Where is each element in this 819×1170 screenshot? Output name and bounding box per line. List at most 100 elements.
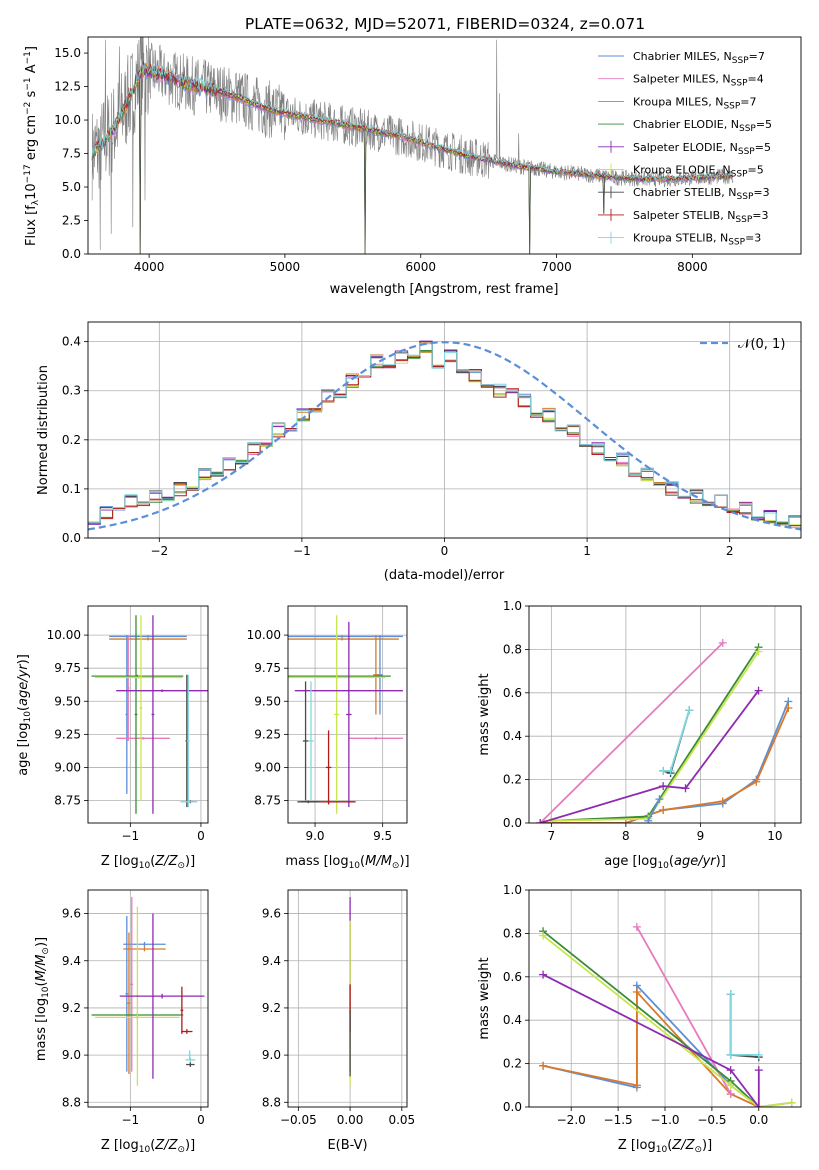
y-axis-label: mass weight — [477, 957, 492, 1039]
model-spectrum-c_STELIB — [91, 61, 733, 254]
x-tick-label: −0.5 — [697, 1113, 726, 1127]
normal-curve — [88, 341, 801, 531]
legend-label: Kroupa STELIB, NSSP=3 — [633, 232, 761, 248]
panel-age_vs_mass: 9.0 9.5 8.75 9.00 9.25 9.50 9.75 10.00 mass [log… — [247, 605, 410, 871]
plot-area — [349, 897, 351, 1086]
plot-area — [88, 340, 801, 531]
y-tick-label: 8.75 — [54, 794, 81, 808]
y-tick-label: 0.6 — [503, 686, 522, 700]
x-tick-label: 0 — [441, 544, 449, 558]
y-tick-label: 8.8 — [62, 1095, 81, 1109]
y-tick-label: 9.00 — [254, 760, 281, 774]
weight-line-k_MILES — [542, 989, 760, 1107]
weight-line-s_ELODIE — [542, 973, 760, 1107]
x-axis-label: Z [log10(Z/Z⊙)] — [101, 1138, 195, 1155]
weight-line-c_MILES — [647, 798, 661, 822]
weight-line-c_MILES — [542, 983, 792, 1107]
y-tick-label: 5.0 — [62, 180, 81, 194]
x-tick-label: −1 — [122, 829, 140, 843]
plot-area — [91, 615, 208, 814]
x-tick-label: −1.0 — [650, 1113, 679, 1127]
panel-weight_vs_Z: −2.0 −1.5 −1.0 −0.5 0.0 0.0 0.2 0.4 0.6 0.8 1.0 Z [… — [477, 883, 802, 1155]
panel-age_vs_Z: −1 0 8.75 9.00 9.25 9.50 9.75 10.00 Z [log10(Z/Z… — [16, 605, 209, 871]
panel-mass_vs_Z: −1 0 8.8 9.0 9.2 9.4 9.6 Z [log10(Z/Z⊙)] mass [l… — [34, 889, 209, 1155]
y-tick-label: 0.2 — [62, 433, 81, 447]
legend-label: Salpeter MILES, NSSP=4 — [633, 73, 764, 89]
x-axis-label: Z [log10(Z/Z⊙)] — [101, 854, 195, 871]
plots-layer: 4000 5000 6000 7000 80000.02.55.07.510.012.5… — [16, 36, 802, 1155]
x-tick-label: 4000 — [134, 260, 165, 274]
y-tick-label: 9.50 — [254, 694, 281, 708]
x-tick-label: −2 — [150, 544, 168, 558]
axes-frame — [87, 36, 802, 255]
legend-label: Salpeter ELODIE, NSSP=5 — [633, 141, 771, 157]
weight-line-c_STELIB — [729, 994, 759, 1058]
y-tick-label: 0.2 — [503, 1057, 522, 1071]
axes-frame — [528, 605, 802, 824]
y-tick-label: 0.0 — [62, 531, 81, 545]
legend-label: Chabrier MILES, NSSP=7 — [633, 50, 765, 66]
y-axis-label: mass weight — [477, 673, 492, 755]
y-tick-label: 9.25 — [54, 727, 81, 741]
figure-title: PLATE=0632, MJD=52071, FIBERID=0324, z=0… — [245, 15, 645, 33]
y-tick-label: 2.5 — [62, 214, 81, 228]
legend-label: Chabrier STELIB, NSSP=3 — [633, 186, 770, 202]
legend-label: Kroupa MILES, NSSP=7 — [633, 95, 757, 111]
axes-frame — [287, 605, 408, 824]
weight-line-s_MILES — [539, 642, 724, 823]
x-tick-label: 8000 — [677, 260, 708, 274]
y-tick-label: 0.0 — [62, 247, 81, 261]
x-axis-label: wavelength [Angstrom, rest frame] — [330, 282, 559, 297]
model-spectrum-s_STELIB — [91, 61, 733, 182]
weight-line-s_MILES — [636, 926, 732, 1095]
plot-area — [288, 615, 403, 814]
x-tick-label: 0 — [197, 829, 205, 843]
y-tick-label: 0.6 — [503, 970, 522, 984]
axes-frame — [87, 889, 209, 1108]
y-tick-label: 9.0 — [262, 1048, 281, 1062]
weight-line-k_ELODIE — [542, 934, 792, 1107]
y-tick-label: 0.8 — [503, 926, 522, 940]
y-tick-label: 10.0 — [54, 113, 81, 127]
x-tick-label: 0.05 — [388, 1113, 415, 1127]
axes-frame — [87, 321, 802, 539]
y-tick-label: 9.75 — [54, 661, 81, 675]
weight-line-s_ELODIE — [539, 690, 760, 823]
y-axis-label: age [log10(age/yr)] — [16, 654, 33, 776]
y-axis-label: Flux [fλ10−17 erg cm−2 s−1 A−1] — [23, 46, 41, 246]
y-tick-label: 9.6 — [62, 907, 81, 921]
x-tick-label: 5000 — [270, 260, 301, 274]
y-tick-label: 0.0 — [503, 1100, 522, 1114]
y-tick-label: 9.4 — [62, 954, 81, 968]
residuals-legend: 𝒩(0, 1) — [700, 337, 785, 352]
y-tick-label: 9.25 — [254, 727, 281, 741]
x-axis-label: Z [log10(Z/Z⊙)] — [618, 1138, 712, 1155]
y-axis-label: Normed distribution — [36, 365, 51, 495]
axes-frame — [287, 889, 408, 1108]
x-tick-label: −1 — [293, 544, 311, 558]
y-tick-label: 10.00 — [247, 628, 281, 642]
x-tick-label: 7 — [548, 829, 556, 843]
spectrum-legend: Chabrier MILES, NSSP=7 Salpeter MILES, NS… — [598, 50, 772, 248]
x-tick-label: −0.05 — [280, 1113, 317, 1127]
y-tick-label: 0.8 — [503, 642, 522, 656]
x-tick-label: 7000 — [541, 260, 572, 274]
y-tick-label: 15.0 — [54, 46, 81, 60]
legend-label: Salpeter STELIB, NSSP=3 — [633, 209, 769, 225]
panel-residuals: −2 −1 0 1 2 0.0 0.1 0.2 0.3 0.4 𝒩(0, 1) (data-model… — [36, 321, 802, 583]
x-tick-label: −2.0 — [557, 1113, 586, 1127]
y-tick-label: 1.0 — [503, 883, 522, 897]
x-tick-label: 0.00 — [337, 1113, 364, 1127]
weight-line-c_ELODIE — [551, 646, 760, 822]
y-tick-label: 9.00 — [54, 760, 81, 774]
legend-label: Chabrier ELODIE, NSSP=5 — [633, 118, 772, 134]
plot-area — [91, 37, 734, 254]
y-tick-label: 0.4 — [503, 1013, 522, 1027]
plot-area — [539, 922, 796, 1107]
x-tick-label: 0.0 — [749, 1113, 768, 1127]
x-axis-label: mass [log10(M/M⊙)] — [285, 854, 409, 871]
y-tick-label: 9.6 — [262, 907, 281, 921]
x-axis-label: E(B-V) — [327, 1138, 367, 1153]
x-tick-label: 8 — [622, 829, 630, 843]
